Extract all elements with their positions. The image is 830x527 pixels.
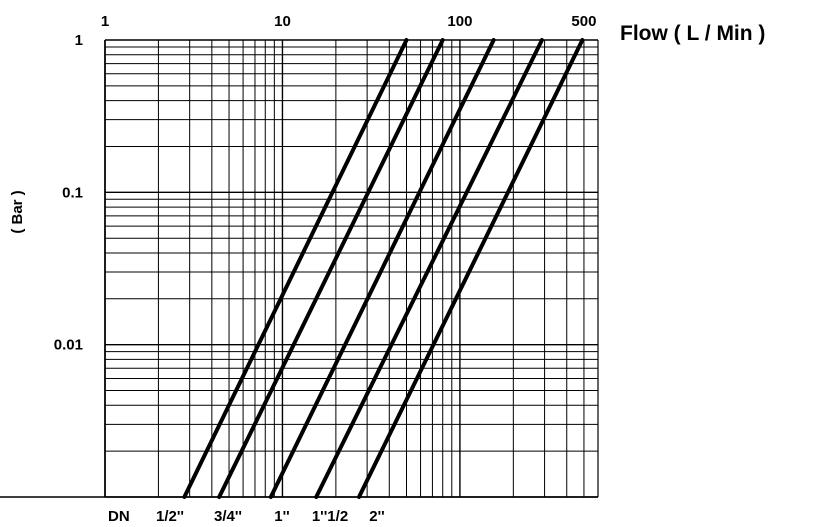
series-line xyxy=(182,38,409,499)
series-label: 1'' xyxy=(274,508,289,525)
series-label: 1''1/2 xyxy=(312,508,348,525)
series-line xyxy=(217,38,445,499)
series-label: 2'' xyxy=(369,508,384,525)
series-lines xyxy=(182,38,585,499)
x-tick-label: 500 xyxy=(571,13,596,30)
series-label: 3/4'' xyxy=(214,508,242,525)
series-line xyxy=(357,38,585,499)
x-tick-label: 1 xyxy=(101,13,109,30)
x-axis-title: Flow ( L / Min ) xyxy=(620,22,765,45)
y-axis-title: ( Bar ) xyxy=(9,190,26,233)
y-tick-label: 1 xyxy=(75,32,83,49)
y-tick-label: 0.01 xyxy=(54,337,83,354)
dn-label: DN xyxy=(108,508,130,525)
series-line xyxy=(268,38,496,499)
x-tick-label: 10 xyxy=(274,13,291,30)
y-tick-label: 0.1 xyxy=(62,184,83,201)
series-label: 1/2'' xyxy=(156,508,184,525)
plot-frame xyxy=(0,39,599,498)
x-tick-label: 100 xyxy=(447,13,472,30)
series-line xyxy=(314,38,544,499)
labels: 1 10 100 500 1 0.1 0.01 Flow ( L / Min ) ( Bar )… xyxy=(9,13,765,525)
